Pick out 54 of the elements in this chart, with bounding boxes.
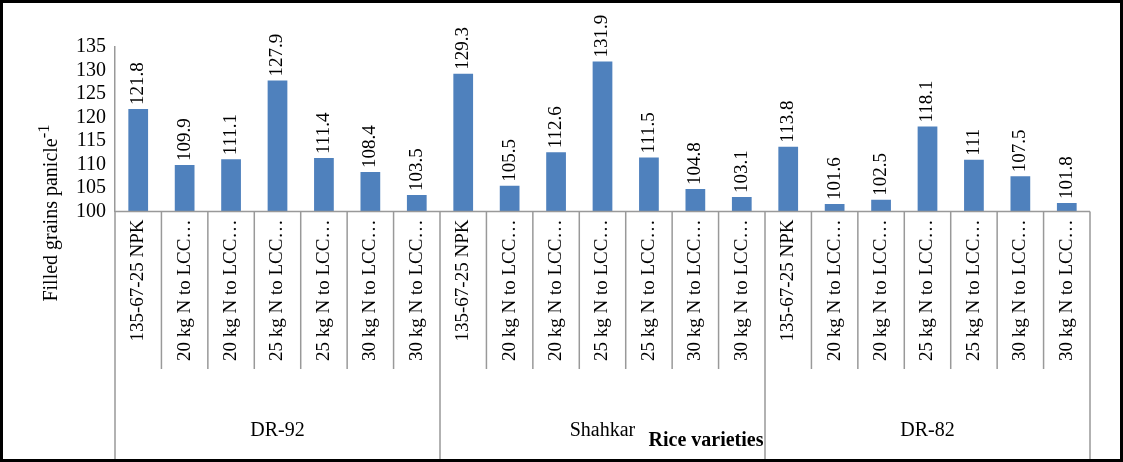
x-tick-label: 25 kg N to LCC… xyxy=(265,219,287,361)
x-tick-label: 30 kg N to LCC… xyxy=(358,219,380,361)
x-tick-label: 30 kg N to LCC… xyxy=(729,219,751,361)
data-label: 118.1 xyxy=(915,80,937,123)
data-label: 113.8 xyxy=(776,100,798,143)
data-label: 127.9 xyxy=(265,33,287,77)
data-label: 103.5 xyxy=(404,148,426,192)
data-label: 111.1 xyxy=(219,114,241,156)
x-tick-label: 30 kg N to LCC… xyxy=(1008,219,1030,361)
x-tick-label: 25 kg N to LCC… xyxy=(590,219,612,361)
x-tick-label: 135-67-25 NPK xyxy=(776,219,798,342)
x-tick-label: 20 kg N to LCC… xyxy=(219,219,241,361)
data-label: 131.9 xyxy=(590,14,612,58)
y-tick-label: 120 xyxy=(76,104,106,127)
data-label: 111.5 xyxy=(636,112,658,154)
y-tick-label: 135 xyxy=(76,34,106,57)
data-label: 103.1 xyxy=(729,150,751,193)
text: Shahkar xyxy=(569,418,636,441)
data-label: 108.4 xyxy=(358,124,380,169)
data-label: 101.8 xyxy=(1054,156,1076,200)
x-tick-label: 20 kg N to LCC… xyxy=(869,219,891,361)
data-label: 111.4 xyxy=(311,112,333,154)
data-label: 112.6 xyxy=(544,106,566,149)
x-tick-label: 30 kg N to LCC… xyxy=(683,219,705,361)
y-tick-label: 115 xyxy=(76,128,106,151)
data-label: 101.6 xyxy=(822,157,844,201)
x-tick-label: 20 kg N to LCC… xyxy=(497,219,519,361)
x-tick-label: 25 kg N to LCC… xyxy=(311,219,333,361)
x-tick-label: 135-67-25 NPK xyxy=(126,219,148,342)
x-tick-label: 20 kg N to LCC… xyxy=(544,219,566,361)
data-label: 105.5 xyxy=(497,138,519,182)
data-label: 107.5 xyxy=(1008,129,1030,173)
x-tick-label: 20 kg N to LCC… xyxy=(822,219,844,361)
x-tick-label: 25 kg N to LCC… xyxy=(961,219,983,361)
data-label: 121.8 xyxy=(126,62,148,106)
x-axis-title: Rice varieties xyxy=(648,427,764,451)
x-tick-label: 135-67-25 NPK xyxy=(451,219,473,342)
text: DR-82 xyxy=(900,418,955,441)
text: DR-92 xyxy=(250,418,305,441)
data-label: 111 xyxy=(961,128,983,156)
data-label: 102.5 xyxy=(869,153,891,196)
y-tick-label: 110 xyxy=(76,151,106,174)
x-tick-label: 30 kg N to LCC… xyxy=(1054,219,1076,361)
x-tick-label: 20 kg N to LCC… xyxy=(172,219,194,361)
y-tick-label: 125 xyxy=(76,81,106,104)
y-tick-label: 130 xyxy=(76,57,106,80)
x-tick-label: 30 kg N to LCC… xyxy=(404,219,426,361)
y-tick-label: 100 xyxy=(76,198,106,221)
data-label: 104.8 xyxy=(683,142,705,185)
x-tick-label: 25 kg N to LCC… xyxy=(915,219,937,361)
x-tick-label: 25 kg N to LCC… xyxy=(636,219,658,361)
data-label: 109.9 xyxy=(172,118,194,161)
data-label: 129.3 xyxy=(451,27,473,70)
y-tick-label: 105 xyxy=(76,175,106,198)
